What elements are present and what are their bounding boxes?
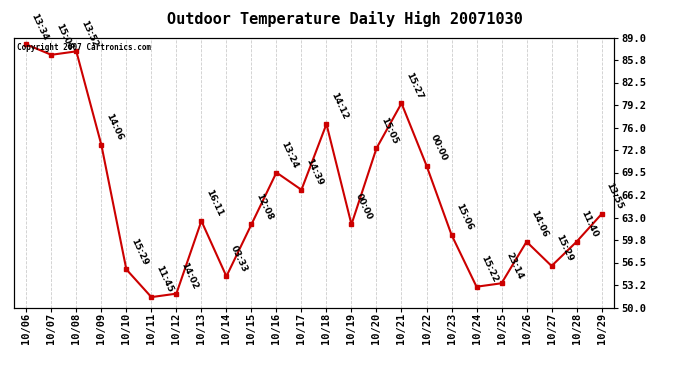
Text: 11:45: 11:45 — [154, 264, 175, 294]
Text: 03:33: 03:33 — [229, 244, 249, 274]
Text: 14:39: 14:39 — [304, 157, 324, 187]
Text: 14:06: 14:06 — [104, 112, 124, 142]
Text: 13:24: 13:24 — [279, 140, 299, 170]
Text: 15:29: 15:29 — [129, 237, 150, 267]
Text: Outdoor Temperature Daily High 20071030: Outdoor Temperature Daily High 20071030 — [167, 11, 523, 27]
Text: 15:29: 15:29 — [554, 233, 575, 263]
Text: 13:52: 13:52 — [79, 19, 99, 49]
Text: 15:05: 15:05 — [380, 116, 400, 146]
Text: 13:34: 13:34 — [29, 12, 50, 42]
Text: 00:00: 00:00 — [429, 134, 449, 163]
Text: 14:02: 14:02 — [179, 261, 199, 291]
Text: 14:06: 14:06 — [529, 209, 550, 239]
Text: 00:00: 00:00 — [354, 192, 374, 222]
Text: 12:08: 12:08 — [254, 192, 275, 222]
Text: 15:22: 15:22 — [480, 254, 500, 284]
Text: 15:27: 15:27 — [404, 70, 424, 100]
Text: 15:08: 15:08 — [54, 22, 75, 52]
Text: 15:06: 15:06 — [454, 202, 475, 232]
Text: 13:55: 13:55 — [604, 182, 624, 211]
Text: 14:12: 14:12 — [329, 92, 350, 121]
Text: Copyright 2007 Cartronics.com: Copyright 2007 Cartronics.com — [17, 43, 151, 52]
Text: 16:11: 16:11 — [204, 188, 224, 218]
Text: 11:40: 11:40 — [580, 209, 600, 239]
Text: 23:14: 23:14 — [504, 251, 524, 280]
